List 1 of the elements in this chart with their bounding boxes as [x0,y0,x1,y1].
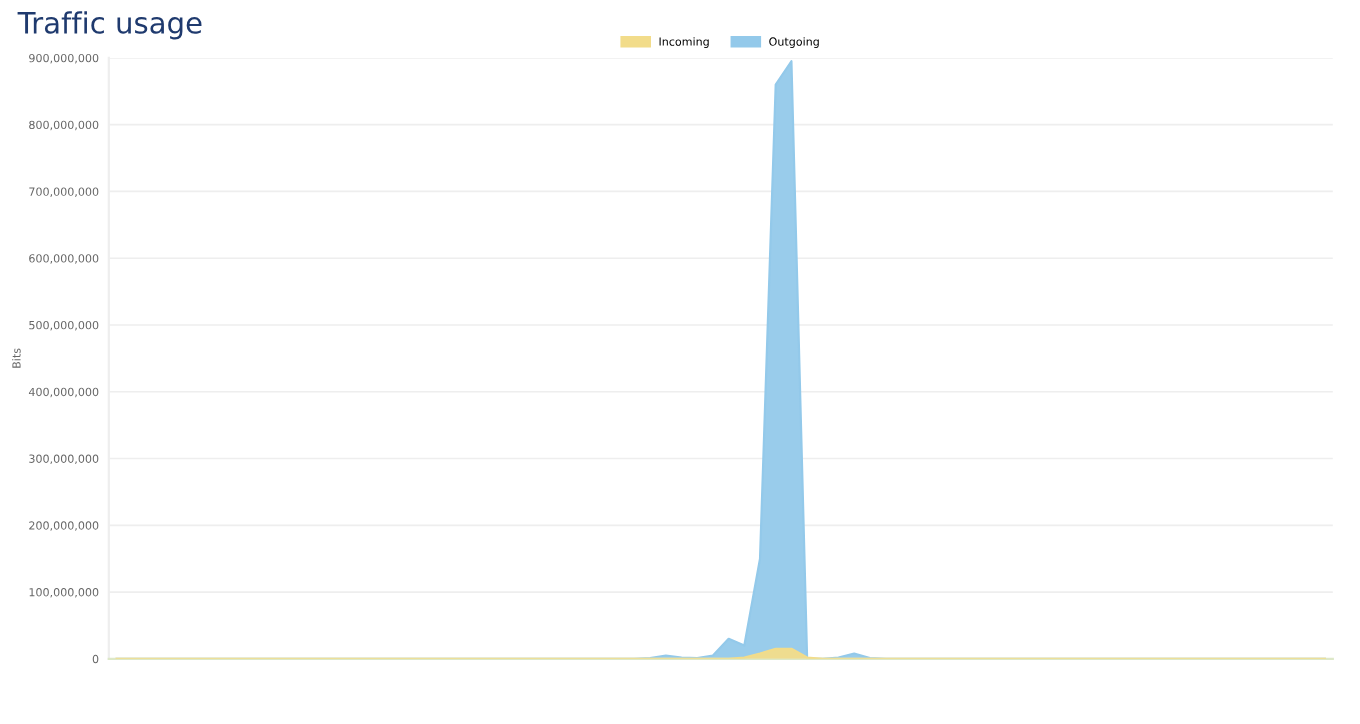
chart-title: Traffic usage [17,11,202,40]
